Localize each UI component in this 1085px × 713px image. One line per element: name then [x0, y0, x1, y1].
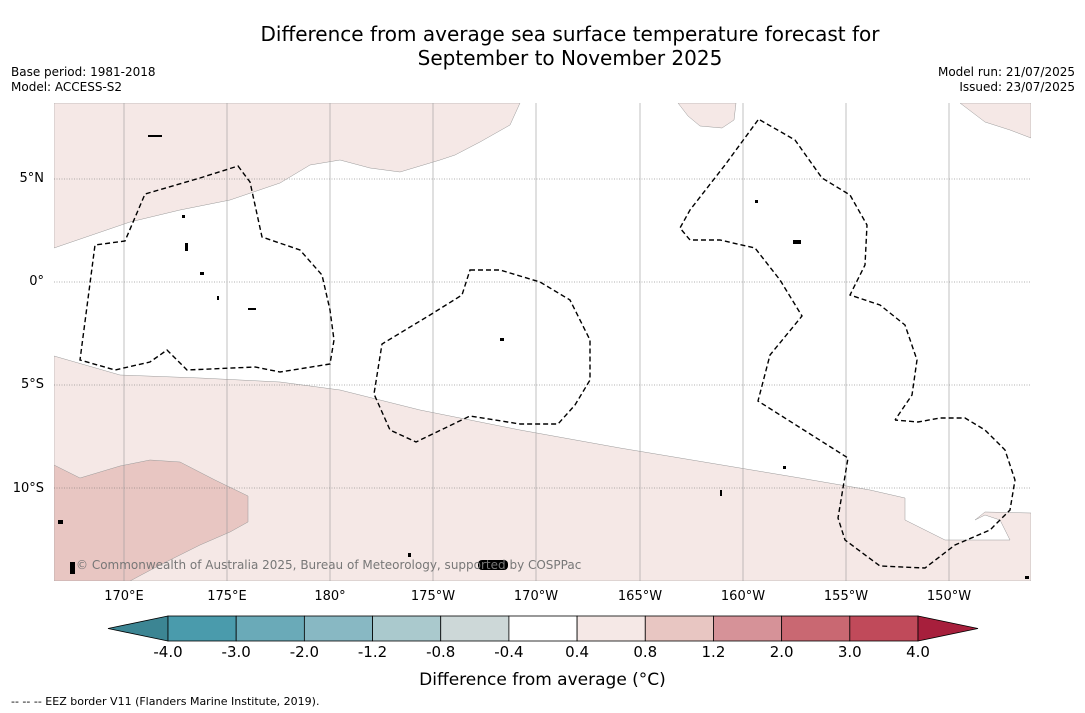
- lon-label-165w: 165°W: [617, 589, 663, 604]
- title-line-2: September to November 2025: [417, 46, 723, 70]
- eez-border-tokelau: [373, 269, 591, 443]
- colorbar-segment: [440, 615, 510, 642]
- colorbar-tick-label: -2.0: [289, 643, 319, 661]
- colorbar-segment: [235, 615, 305, 642]
- lon-label-175e: 175°E: [207, 589, 247, 604]
- meta-right: Model run: 21/07/2025 Issued: 23/07/2025: [938, 65, 1075, 95]
- anomaly-region-top-right: [959, 103, 1031, 139]
- meridians: [123, 103, 950, 581]
- eez-legend-note: -- -- -- EEZ border V11 (Flanders Marine…: [11, 695, 320, 708]
- anomaly-region-top-small: [677, 103, 737, 129]
- copyright-text: © Commonwealth of Australia 2025, Bureau…: [76, 558, 582, 572]
- lat-label-0: 0°: [29, 274, 44, 289]
- map-title: Difference from average sea surface temp…: [0, 22, 1085, 70]
- issued-text: Issued: 23/07/2025: [959, 80, 1075, 94]
- colorbar-tick-label: -4.0: [153, 643, 183, 661]
- colorbar-segment: [644, 615, 714, 642]
- colorbar-tick-label: 2.0: [769, 643, 794, 661]
- lon-label-180: 180°: [314, 589, 346, 604]
- anomaly-region-top-left: [54, 103, 521, 249]
- colorbar-tick-label: -0.4: [494, 643, 524, 661]
- lat-label-10s: 10°S: [12, 481, 44, 496]
- colorbar-title: Difference from average (°C): [419, 670, 666, 690]
- model-text: Model: ACCESS-S2: [11, 80, 123, 94]
- eez-border-kiribati-line: [759, 119, 918, 421]
- colorbar-tick-label: -0.8: [426, 643, 456, 661]
- model-run-text: Model run: 21/07/2025: [937, 65, 1075, 79]
- lon-label-155w: 155°W: [823, 589, 869, 604]
- lon-label-175w: 175°W: [410, 589, 456, 604]
- colorbar-segment: [303, 615, 373, 642]
- lat-label-5n: 5°N: [19, 171, 45, 186]
- lon-label-170w: 170°W: [513, 589, 559, 604]
- colorbar-tick-label: 3.0: [837, 643, 862, 661]
- colorbar: [107, 615, 979, 642]
- anomaly-region-bottom-band: [54, 355, 1031, 581]
- island-markers: [58, 135, 1029, 579]
- colorbar-tick-label: 4.0: [906, 643, 930, 661]
- meta-left: Base period: 1981-2018 Model: ACCESS-S2: [11, 65, 156, 95]
- lat-label-5s: 5°S: [20, 377, 44, 392]
- colorbar-segment: [167, 615, 237, 642]
- colorbar-tick-label: 0.8: [633, 643, 658, 661]
- colorbar-tick-label: 0.4: [565, 643, 589, 661]
- eez-borders: [79, 119, 1016, 569]
- colorbar-segment: [576, 615, 646, 642]
- colorbar-segment: [849, 615, 919, 642]
- base-period-text: Base period: 1981-2018: [11, 65, 156, 79]
- colorbar-tick-label: -1.2: [357, 643, 388, 661]
- colorbar-tick-label: -3.0: [221, 643, 251, 661]
- colorbar-segment: [372, 615, 442, 642]
- lon-label-170e: 170°E: [104, 589, 144, 604]
- title-line-1: Difference from average sea surface temp…: [260, 22, 880, 46]
- gridlines: [54, 178, 1031, 489]
- colorbar-segment: [713, 615, 783, 642]
- colorbar-tick-label: 1.2: [701, 643, 726, 661]
- lon-label-150w: 150°W: [926, 589, 972, 604]
- anomaly-region-bottom-left: [54, 459, 249, 581]
- colorbar-under-triangle: [107, 615, 169, 642]
- colorbar-segment: [508, 615, 578, 642]
- colorbar-over-triangle: [917, 615, 979, 642]
- eez-border-french-polynesia: [679, 119, 1016, 569]
- colorbar-segment: [781, 615, 851, 642]
- eez-border-tuvalu-kiribati-west: [79, 165, 335, 373]
- map-fill-layer: [54, 103, 1031, 581]
- lon-label-160w: 160°W: [720, 589, 766, 604]
